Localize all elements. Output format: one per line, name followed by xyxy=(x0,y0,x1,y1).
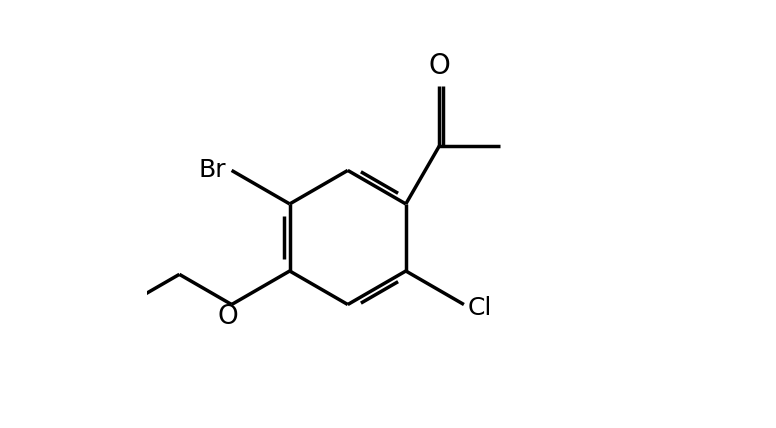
Text: Cl: Cl xyxy=(467,296,492,320)
Text: O: O xyxy=(428,52,450,80)
Text: O: O xyxy=(217,303,238,330)
Text: Br: Br xyxy=(199,158,227,182)
